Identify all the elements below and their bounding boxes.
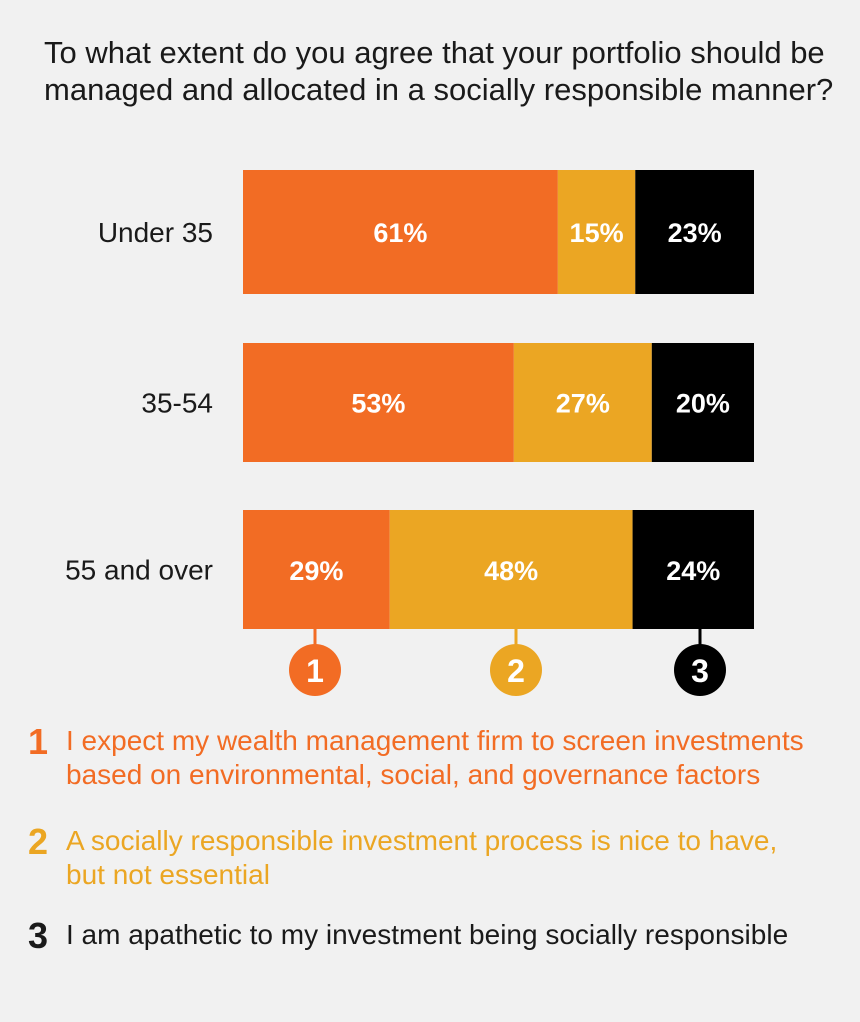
data-label-2-2: 27% [556, 389, 610, 419]
marker-number-2: 2 [507, 653, 525, 689]
bar-segment-1-3 [635, 170, 754, 294]
category-label-1: Under 35 [98, 217, 213, 248]
legend-item-2: 2 A socially responsible investment proc… [28, 824, 806, 892]
category-label-2: 35-54 [141, 388, 213, 419]
bar-segment-3-1 [243, 510, 390, 629]
legend-item-3: 3 I am apathetic to my investment being … [28, 918, 846, 954]
category-label-3: 55 and over [65, 555, 213, 586]
legend-text-1: I expect my wealth management firm to sc… [66, 725, 804, 790]
bar-segment-1-2 [557, 170, 636, 294]
bar-segment-1-1 [243, 170, 558, 294]
legend-text-2: A socially responsible investment proces… [66, 825, 778, 890]
data-label-2-3: 20% [676, 389, 730, 419]
bar-segment-2-3 [651, 343, 754, 462]
legend-text-3: I am apathetic to my investment being so… [66, 919, 789, 950]
legend-number-1: 1 [28, 721, 49, 762]
bar-segment-3-2 [389, 510, 633, 629]
legend-number-3: 3 [28, 915, 49, 956]
data-label-3-2: 48% [484, 556, 538, 586]
stacked-bar-chart: Under 35 61% 15% 23% 35-54 53% 27% 20% 55 and ov… [65, 170, 754, 696]
marker-circle-3 [674, 644, 726, 696]
data-label-1-3: 23% [668, 218, 722, 248]
chart-title: To what extent do you agree that your po… [44, 35, 834, 107]
data-label-1-2: 15% [570, 218, 624, 248]
marker-number-3: 3 [691, 653, 709, 689]
marker-circle-2 [490, 644, 542, 696]
marker-circle-1 [289, 644, 341, 696]
marker-number-1: 1 [306, 653, 324, 689]
bar-segment-2-1 [243, 343, 514, 462]
data-label-1-1: 61% [373, 218, 427, 248]
data-label-2-1: 53% [351, 389, 405, 419]
bar-segment-3-3 [632, 510, 754, 629]
bar-segment-2-2 [513, 343, 652, 462]
legend-item-1: 1 I expect my wealth management firm to … [28, 724, 836, 792]
legend-number-2: 2 [28, 821, 49, 862]
data-label-3-3: 24% [666, 556, 720, 586]
data-label-3-1: 29% [289, 556, 343, 586]
